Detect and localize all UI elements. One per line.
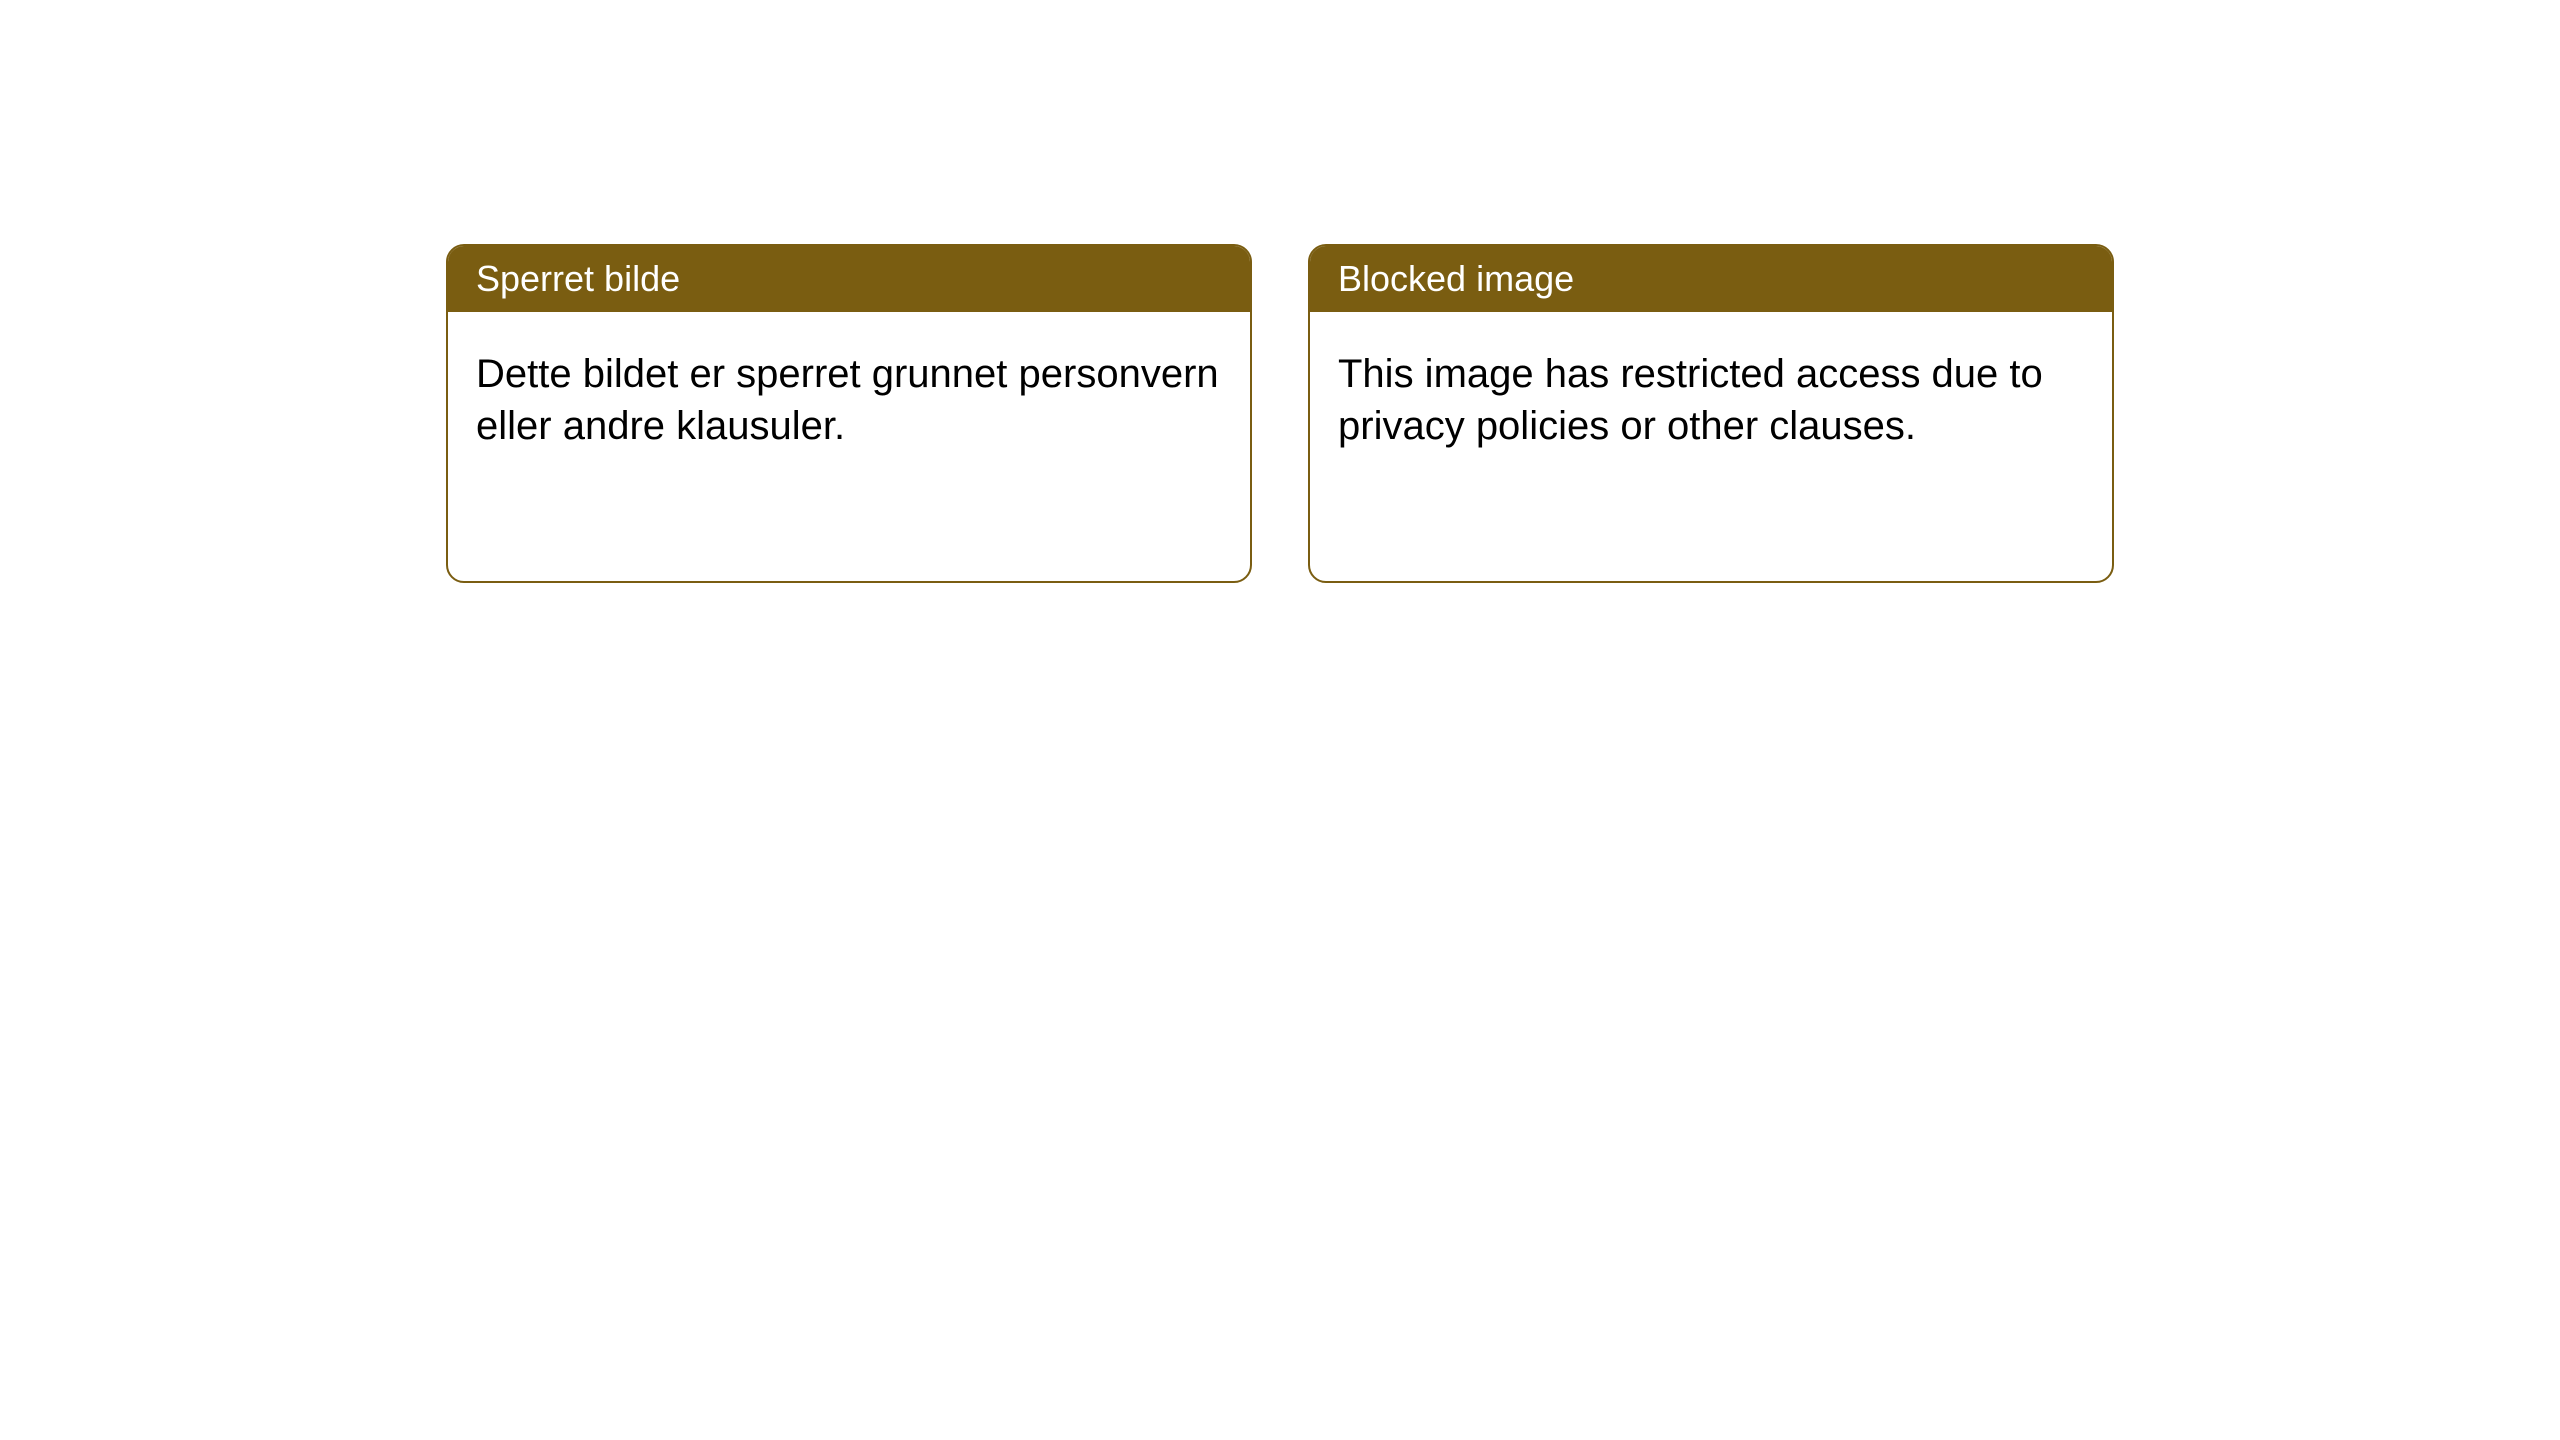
- card-title: Sperret bilde: [476, 258, 680, 299]
- card-title: Blocked image: [1338, 258, 1574, 299]
- card-body-text: This image has restricted access due to …: [1338, 352, 2043, 448]
- card-body: Dette bildet er sperret grunnet personve…: [448, 312, 1250, 488]
- card-body: This image has restricted access due to …: [1310, 312, 2112, 488]
- notice-cards-container: Sperret bilde Dette bildet er sperret gr…: [446, 244, 2114, 583]
- notice-card-norwegian: Sperret bilde Dette bildet er sperret gr…: [446, 244, 1252, 583]
- card-header: Blocked image: [1310, 246, 2112, 312]
- card-header: Sperret bilde: [448, 246, 1250, 312]
- card-body-text: Dette bildet er sperret grunnet personve…: [476, 352, 1219, 448]
- notice-card-english: Blocked image This image has restricted …: [1308, 244, 2114, 583]
